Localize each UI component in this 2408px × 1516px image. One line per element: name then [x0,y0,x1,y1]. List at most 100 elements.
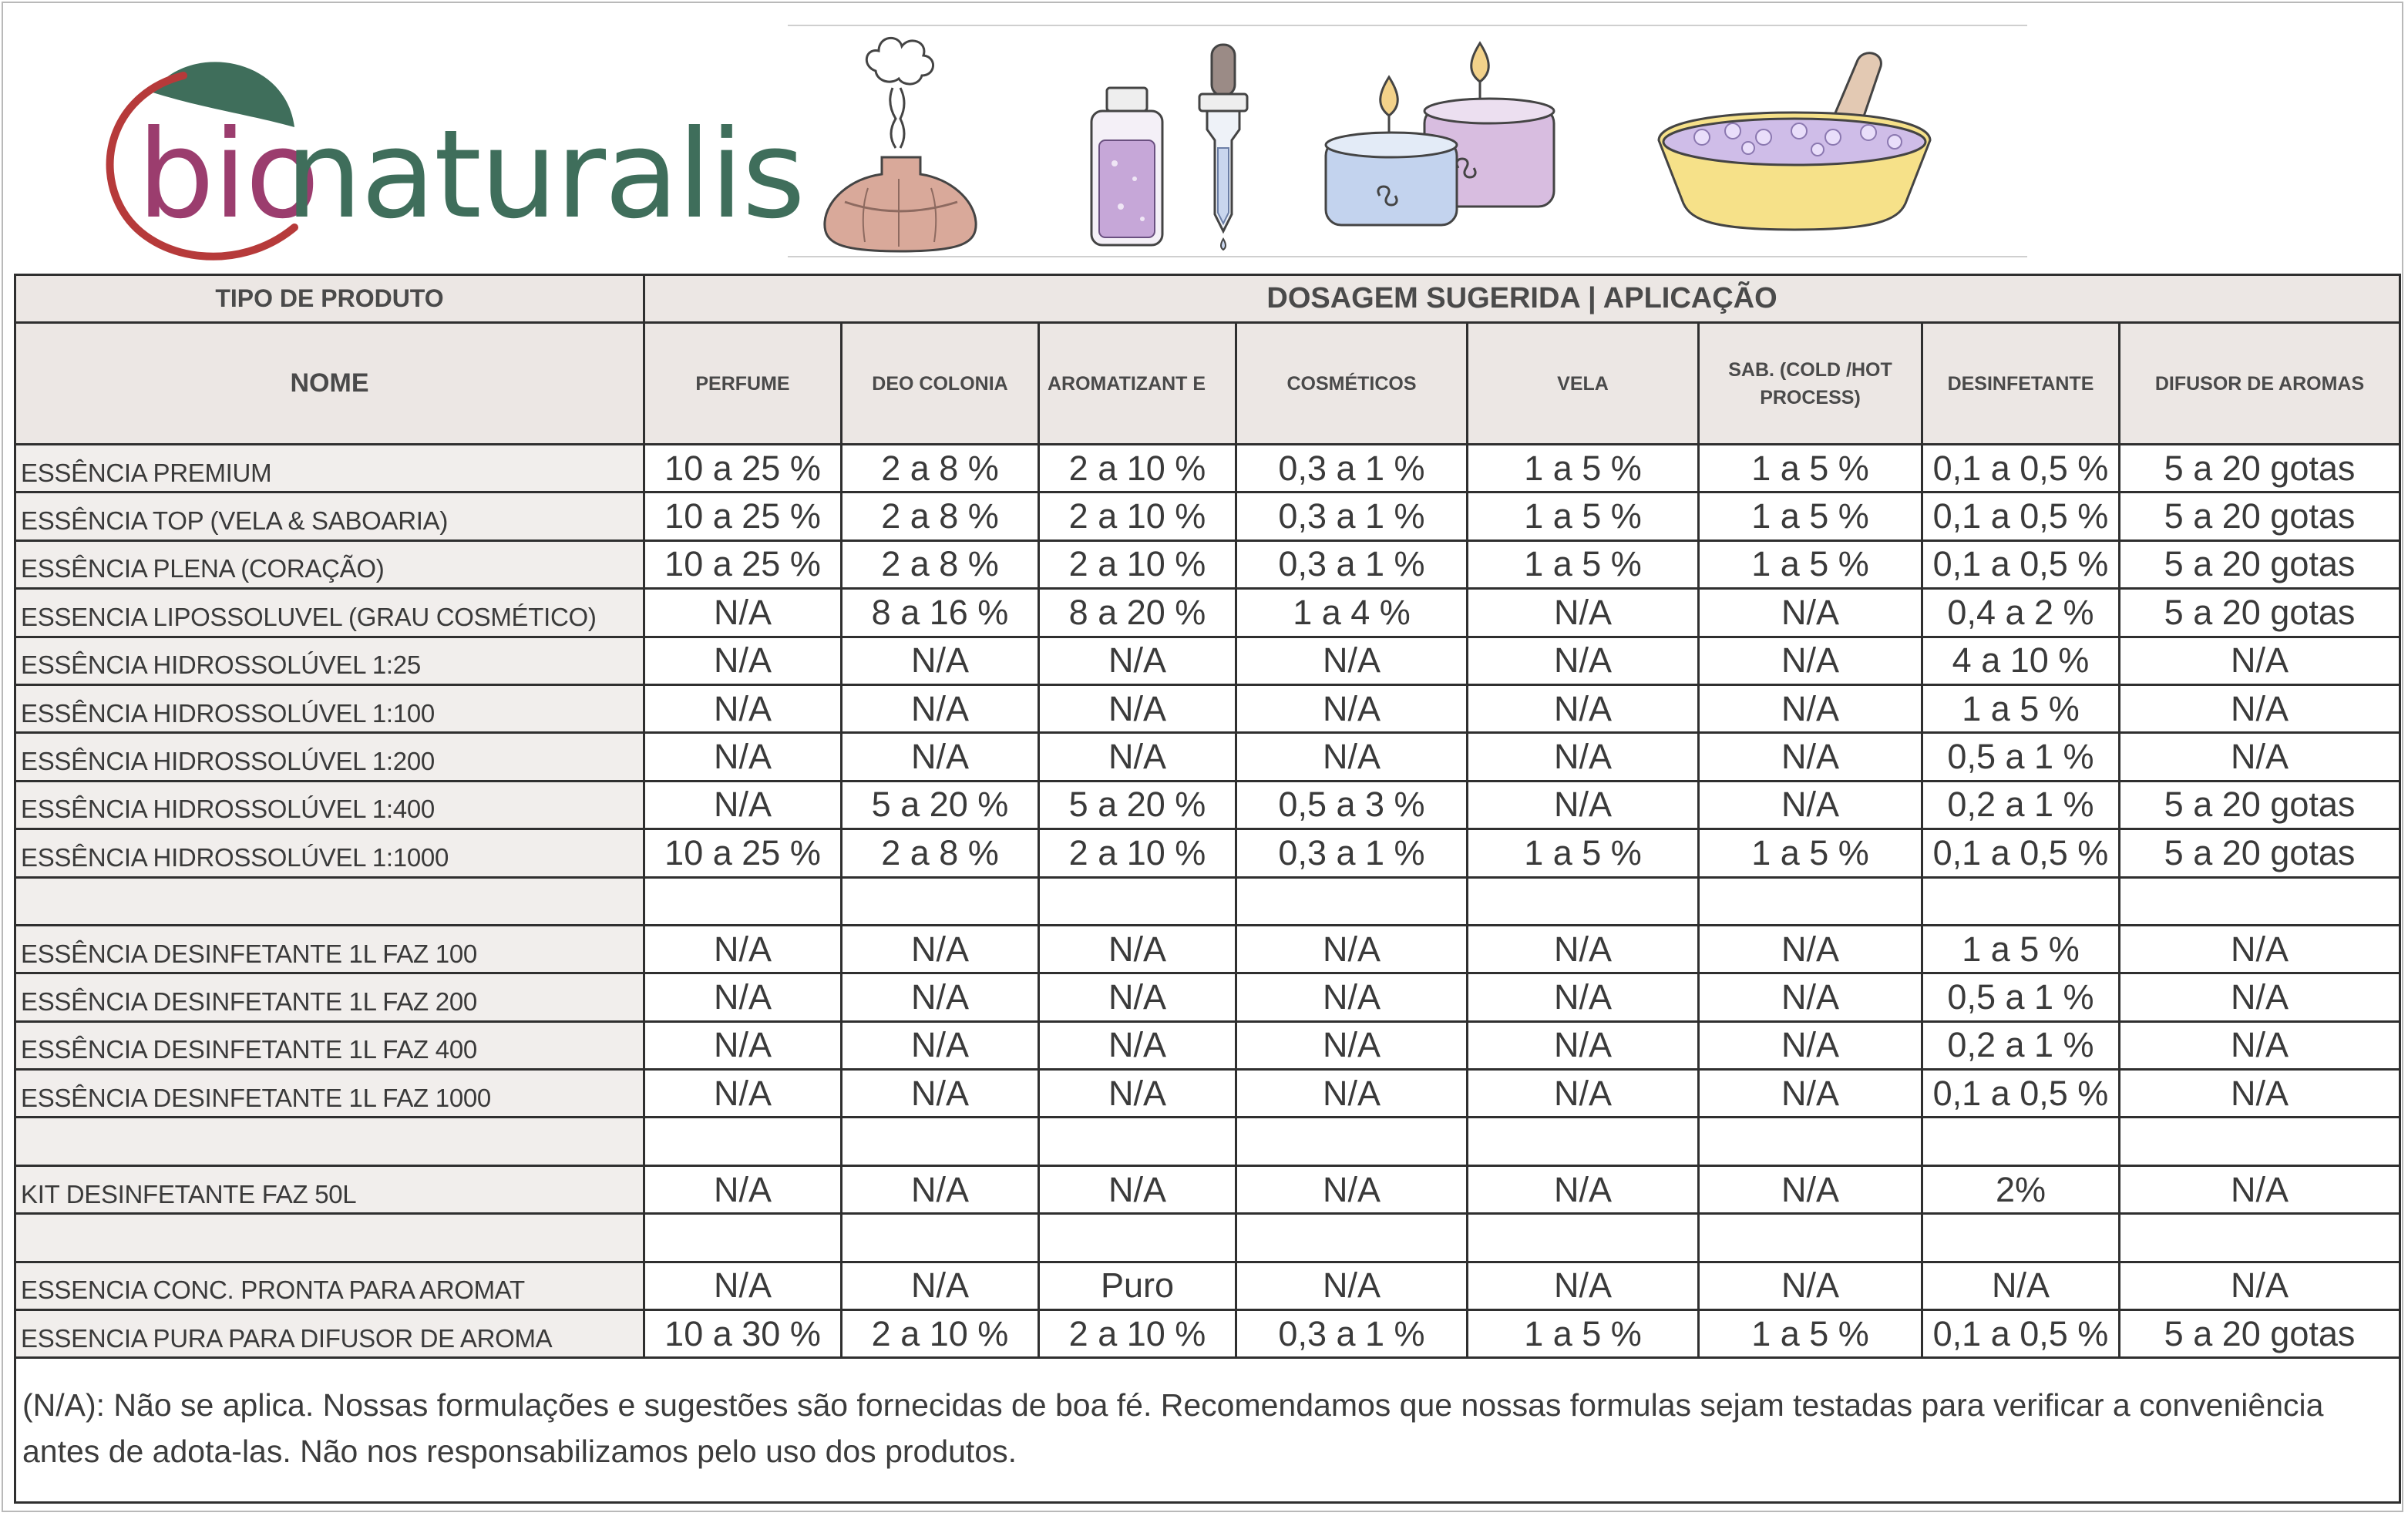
dosage-cell: N/A [1235,1164,1468,1215]
product-name-cell: ESSÊNCIA DESINFETANTE 1L FAZ 400 [14,1020,645,1071]
dosage-cell: N/A [1466,683,1700,734]
dosage-table: TIPO DE PRODUTO DOSAGEM SUGERIDA | APLIC… [13,274,2402,1504]
nome-header: NOME [14,321,645,445]
dosage-cell: 1 a 5 % [1697,442,1923,494]
column-header-2: AROMATIZANT E [1038,321,1237,445]
dosage-cell: N/A [643,1020,842,1071]
table-row [14,876,2402,926]
dosage-table-container: TIPO DE PRODUTO DOSAGEM SUGERIDA | APLIC… [13,274,2402,1504]
dosage-cell: 2% [1921,1164,2120,1215]
table-row: KIT DESINFETANTE FAZ 50L N/A N/A N/A N/A N/A N… [14,1164,2402,1215]
table-row [14,1212,2402,1263]
product-name-cell: ESSÊNCIA PLENA (CORAÇÃO) [14,539,645,590]
dosage-cell: N/A [2117,1068,2402,1119]
product-name-cell: ESSÊNCIA HIDROSSOLÚVEL 1:100 [14,683,645,734]
dosage-cell: 8 a 20 % [1038,587,1237,638]
dosage-cell: N/A [1466,1164,1700,1215]
dosage-cell: N/A [643,972,842,1023]
dosage-cell [1466,1212,1700,1263]
dosage-cell: N/A [1235,1260,1468,1312]
dosage-cell: Puro [1038,1260,1237,1312]
dosage-cell: 0,1 a 0,5 % [1921,1309,2120,1360]
dosage-cell: 2 a 10 % [1038,539,1237,590]
dosage-cell: 0,3 a 1 % [1235,1309,1468,1360]
dosage-cell: N/A [2117,972,2402,1023]
product-name-cell: ESSÊNCIA DESINFETANTE 1L FAZ 1000 [14,1068,645,1119]
product-name-cell [14,1116,645,1167]
dosage-cell: 0,3 a 1 % [1235,442,1468,494]
dosage-cell: 5 a 20 gotas [2117,779,2402,831]
dosage-cell: N/A [1697,1164,1923,1215]
dosage-cell: N/A [1697,923,1923,975]
illustration-strip [788,25,2027,259]
header-row-top: TIPO DE PRODUTO DOSAGEM SUGERIDA | APLIC… [14,274,2402,324]
dosage-cell: N/A [1038,972,1237,1023]
product-name-cell: ESSÊNCIA HIDROSSOLÚVEL 1:1000 [14,828,645,879]
dosage-cell [1038,1116,1237,1167]
dosage-cell: N/A [1697,731,1923,782]
dosage-cell: 2 a 8 % [840,442,1040,494]
soap-bowl-icon [1657,52,1932,231]
dosage-cell: 10 a 25 % [643,539,842,590]
dosage-cell: 0,3 a 1 % [1235,828,1468,879]
dosage-cell: 4 a 10 % [1921,635,2120,686]
dosage-cell: N/A [1235,1020,1468,1071]
dosage-cell: N/A [1038,683,1237,734]
column-header-3: COSMÉTICOS [1235,321,1468,445]
dosage-cell: 0,5 a 1 % [1921,731,2120,782]
dosage-cell: 10 a 25 % [643,491,842,542]
dosage-cell [1235,1212,1468,1263]
dosage-cell: 10 a 25 % [643,442,842,494]
dosage-cell: N/A [643,1164,842,1215]
table-row: ESSÊNCIA DESINFETANTE 1L FAZ 100 N/A N/A N/… [14,923,2402,975]
product-name-cell: ESSENCIA PURA PARA DIFUSOR DE AROMA [14,1309,645,1360]
table-row: ESSÊNCIA HIDROSSOLÚVEL 1:200 N/A N/A N/A N/A… [14,731,2402,782]
dosage-cell: 5 a 20 % [840,779,1040,831]
product-name-cell: KIT DESINFETANTE FAZ 50L [14,1164,645,1215]
dosage-cell: N/A [643,635,842,686]
dosage-cell: N/A [1235,683,1468,734]
dosage-cell: 0,2 a 1 % [1921,1020,2120,1071]
dosage-cell: N/A [2117,1164,2402,1215]
dosage-cell: N/A [1466,587,1700,638]
table-row: ESSÊNCIA TOP (VELA & SABOARIA) 10 a 25 % 2… [14,491,2402,542]
dosage-cell [643,1116,842,1167]
dosage-cell [1038,1212,1237,1263]
dosage-cell: N/A [2117,731,2402,782]
dosage-cell: 0,1 a 0,5 % [1921,828,2120,879]
dosage-cell: N/A [1697,1020,1923,1071]
dosage-cell: N/A [1038,635,1237,686]
brand-logo: bio naturalis [92,46,805,270]
column-header-6: DESINFETANTE [1921,321,2120,445]
product-name-cell: ESSÊNCIA HIDROSSOLÚVEL 1:400 [14,779,645,831]
dosage-cell: 1 a 5 % [1697,491,1923,542]
dosage-cell: N/A [840,972,1040,1023]
product-name-cell: ESSENCIA CONC. PRONTA PARA AROMAT [14,1260,645,1312]
dosage-cell: N/A [1466,923,1700,975]
table-row: ESSÊNCIA DESINFETANTE 1L FAZ 1000 N/A N/A N… [14,1068,2402,1119]
dosage-cell: N/A [643,779,842,831]
dosage-cell: 0,2 a 1 % [1921,779,2120,831]
dosage-cell: 2 a 8 % [840,539,1040,590]
dosage-cell: N/A [643,731,842,782]
dosage-cell: N/A [840,1020,1040,1071]
dosage-cell: N/A [1697,972,1923,1023]
dosage-cell [840,876,1040,926]
table-row: ESSÊNCIA DESINFETANTE 1L FAZ 400 N/A N/A N/… [14,1020,2402,1071]
dosage-cell: N/A [1466,1020,1700,1071]
table-row [14,1116,2402,1167]
dosage-cell: 0,1 a 0,5 % [1921,442,2120,494]
dosage-cell [1697,1212,1923,1263]
dosage-cell: N/A [1697,1260,1923,1312]
table-row: ESSÊNCIA DESINFETANTE 1L FAZ 200 N/A N/A N/… [14,972,2402,1023]
dosage-cell: N/A [1697,587,1923,638]
product-name-cell [14,876,645,926]
dosage-cell: 2 a 10 % [1038,1309,1237,1360]
product-name-cell: ESSÊNCIA DESINFETANTE 1L FAZ 100 [14,923,645,975]
dosage-cell [1466,876,1700,926]
column-header-4: VELA [1466,321,1700,445]
column-header-5: SAB. (COLD /HOT PROCESS) [1697,321,1923,445]
dosage-cell: N/A [1038,923,1237,975]
logo-text-naturalis: naturalis [285,104,805,246]
dosage-cell: 1 a 5 % [1697,1309,1923,1360]
